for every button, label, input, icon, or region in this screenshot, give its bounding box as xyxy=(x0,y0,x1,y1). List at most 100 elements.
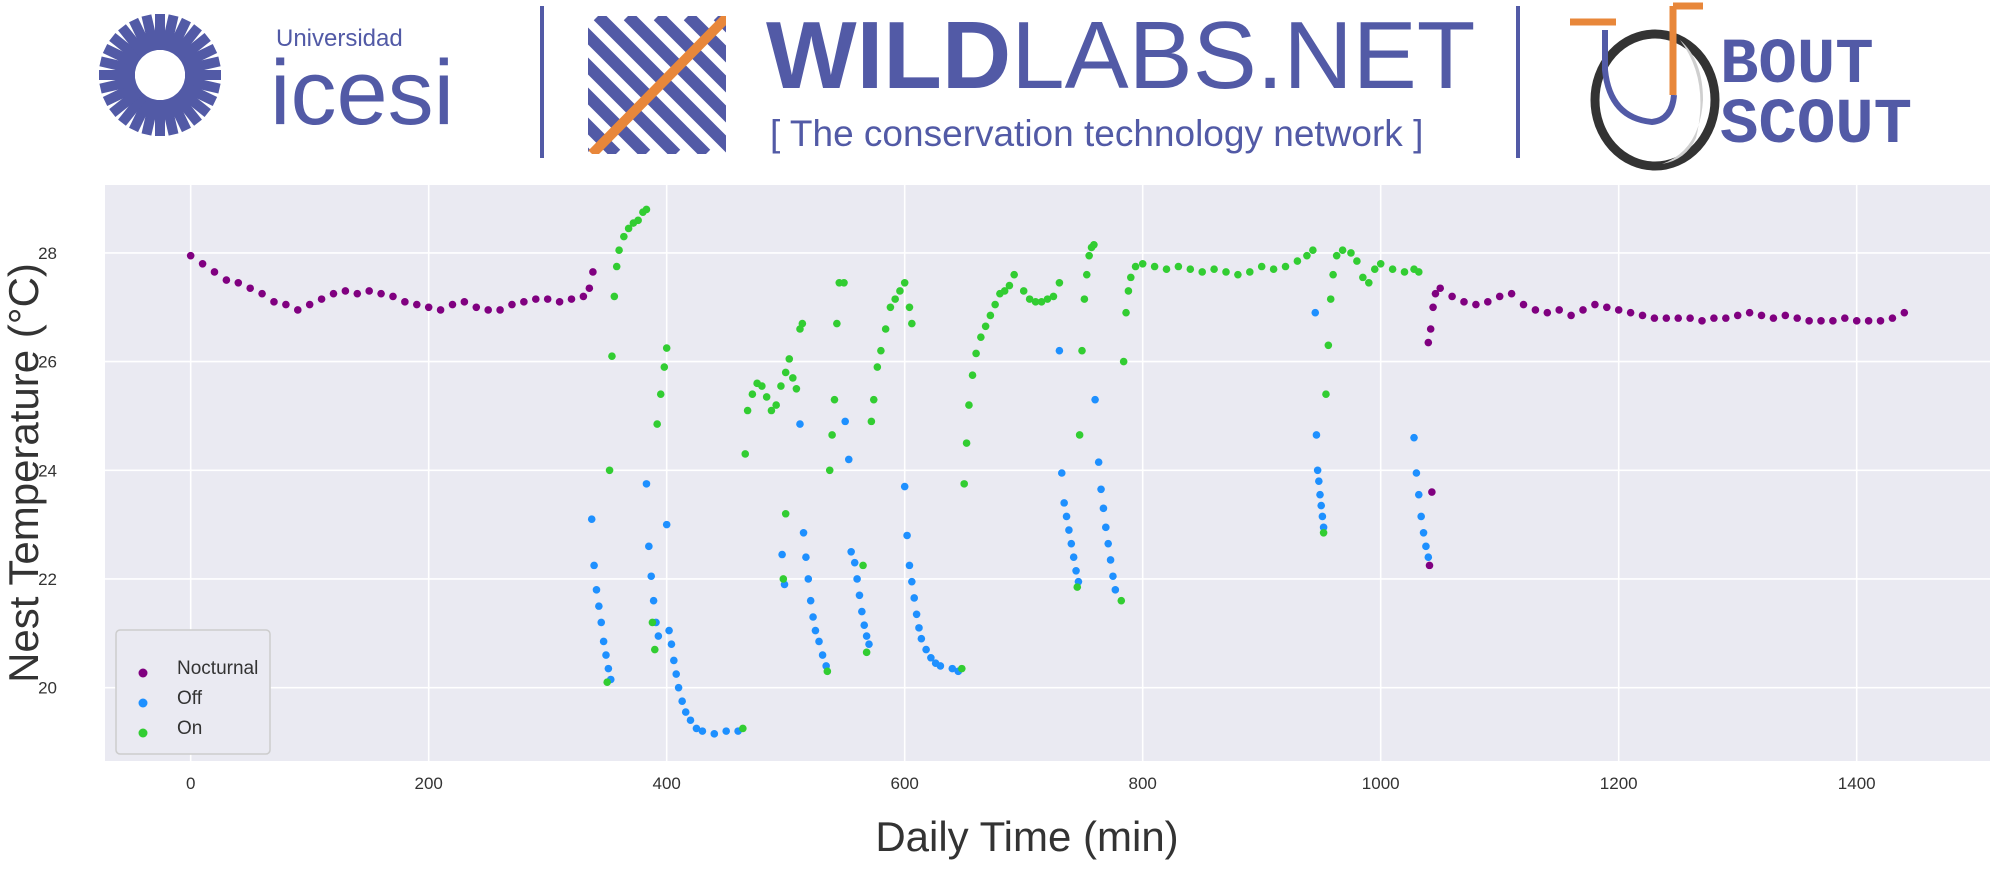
y-tick-label: 22 xyxy=(38,570,57,589)
sunburst-ray xyxy=(129,17,154,55)
logo-banner: Universidad icesi WILDLABS.NET [ The con… xyxy=(99,2,1912,171)
data-point-nocturnal xyxy=(1519,300,1528,309)
data-point-off xyxy=(948,664,957,673)
legend-marker-on xyxy=(138,728,148,738)
data-point-nocturnal xyxy=(589,268,597,276)
data-point-off xyxy=(645,542,653,551)
data-point-off xyxy=(667,640,676,648)
data-point-nocturnal xyxy=(555,298,564,306)
data-point-on xyxy=(965,401,973,409)
data-point-nocturnal xyxy=(1841,314,1849,322)
data-point-off xyxy=(804,575,813,583)
x-tick-label: 1000 xyxy=(1362,774,1400,793)
data-point-nocturnal xyxy=(496,306,504,314)
data-point-off xyxy=(678,697,686,706)
data-point-off xyxy=(815,637,823,646)
data-point-nocturnal xyxy=(1614,306,1623,314)
data-point-nocturnal xyxy=(1722,314,1730,322)
data-point-nocturnal xyxy=(1436,284,1445,293)
sunburst-ray xyxy=(176,33,211,64)
data-point-off xyxy=(1318,512,1327,521)
banner-divider-2 xyxy=(1516,6,1520,158)
data-point-off xyxy=(1072,567,1080,575)
data-point-on xyxy=(1210,265,1218,274)
data-point-nocturnal xyxy=(1686,314,1694,322)
data-point-nocturnal xyxy=(543,295,552,303)
data-point-nocturnal xyxy=(1698,317,1706,325)
data-point-off xyxy=(665,626,673,635)
data-point-off xyxy=(917,634,926,643)
data-point-on xyxy=(867,417,876,426)
data-point-nocturnal xyxy=(1864,317,1873,325)
data-point-on xyxy=(1049,292,1058,301)
data-point-on xyxy=(1388,265,1397,274)
sunburst-ray xyxy=(118,91,149,126)
grid-lines xyxy=(105,185,1990,761)
data-point-off xyxy=(1312,431,1321,439)
data-point-nocturnal xyxy=(412,300,421,309)
data-point-on xyxy=(1353,257,1361,265)
data-point-nocturnal xyxy=(1852,317,1861,325)
chart-legend: Nocturnal Off On xyxy=(115,629,271,755)
data-point-on xyxy=(960,480,968,488)
data-point-on xyxy=(1370,265,1379,274)
legend-marker-nocturnal xyxy=(138,668,148,678)
data-point-off xyxy=(1424,553,1433,562)
data-point-on xyxy=(1365,279,1373,287)
sunburst-ray xyxy=(180,44,218,69)
data-point-on xyxy=(900,279,909,287)
data-point-off xyxy=(597,618,606,627)
data-point-nocturnal xyxy=(1805,317,1813,325)
y-tick-label: 24 xyxy=(38,461,57,480)
data-point-nocturnal xyxy=(1674,314,1683,322)
data-point-on xyxy=(650,645,659,654)
data-point-off xyxy=(647,572,656,581)
data-point-nocturnal xyxy=(1817,317,1825,325)
data-point-on xyxy=(1037,298,1046,306)
sunburst-ray xyxy=(129,95,154,133)
data-point-on xyxy=(859,561,867,570)
data-point-off xyxy=(1419,528,1428,537)
data-point-on xyxy=(1138,259,1147,268)
data-point-nocturnal xyxy=(186,251,195,260)
data-point-on xyxy=(1322,390,1330,399)
sunburst-ray xyxy=(99,75,137,94)
data-point-nocturnal xyxy=(1579,306,1587,314)
data-point-off xyxy=(681,708,690,716)
data-point-nocturnal xyxy=(389,292,397,301)
data-point-off xyxy=(602,651,610,659)
data-point-on xyxy=(743,406,752,415)
data-point-on xyxy=(968,371,977,379)
data-point-on xyxy=(1075,431,1084,439)
data-point-nocturnal xyxy=(377,289,385,298)
data-point-on xyxy=(653,420,661,428)
data-point-on xyxy=(648,618,657,627)
data-point-on xyxy=(1174,262,1183,271)
data-point-on xyxy=(1073,583,1082,591)
data-point-on xyxy=(792,384,801,393)
data-point-on xyxy=(1082,270,1091,279)
data-point-on xyxy=(1005,281,1014,290)
data-point-off xyxy=(672,670,681,678)
data-point-on xyxy=(1332,251,1341,260)
data-point-off xyxy=(778,550,786,559)
data-point-on xyxy=(1031,298,1040,306)
data-point-nocturnal xyxy=(1567,311,1575,320)
data-point-nocturnal xyxy=(258,289,266,298)
data-point-nocturnal xyxy=(436,306,445,314)
data-point-off xyxy=(1315,477,1323,485)
data-point-on xyxy=(886,303,895,312)
data-point-nocturnal xyxy=(293,306,302,314)
data-point-on xyxy=(1303,251,1311,260)
data-point-nocturnal xyxy=(460,298,469,306)
data-point-off xyxy=(674,683,683,692)
data-point-nocturnal xyxy=(1507,289,1516,298)
series-nocturnal xyxy=(186,251,1909,570)
icesi-universidad-label: Universidad xyxy=(276,25,403,52)
data-point-nocturnal xyxy=(1603,303,1611,312)
data-point-off xyxy=(722,727,730,735)
data-point-off xyxy=(1109,572,1117,581)
data-point-off xyxy=(642,480,651,488)
x-tick-label: 400 xyxy=(653,774,681,793)
data-point-on xyxy=(624,224,633,233)
